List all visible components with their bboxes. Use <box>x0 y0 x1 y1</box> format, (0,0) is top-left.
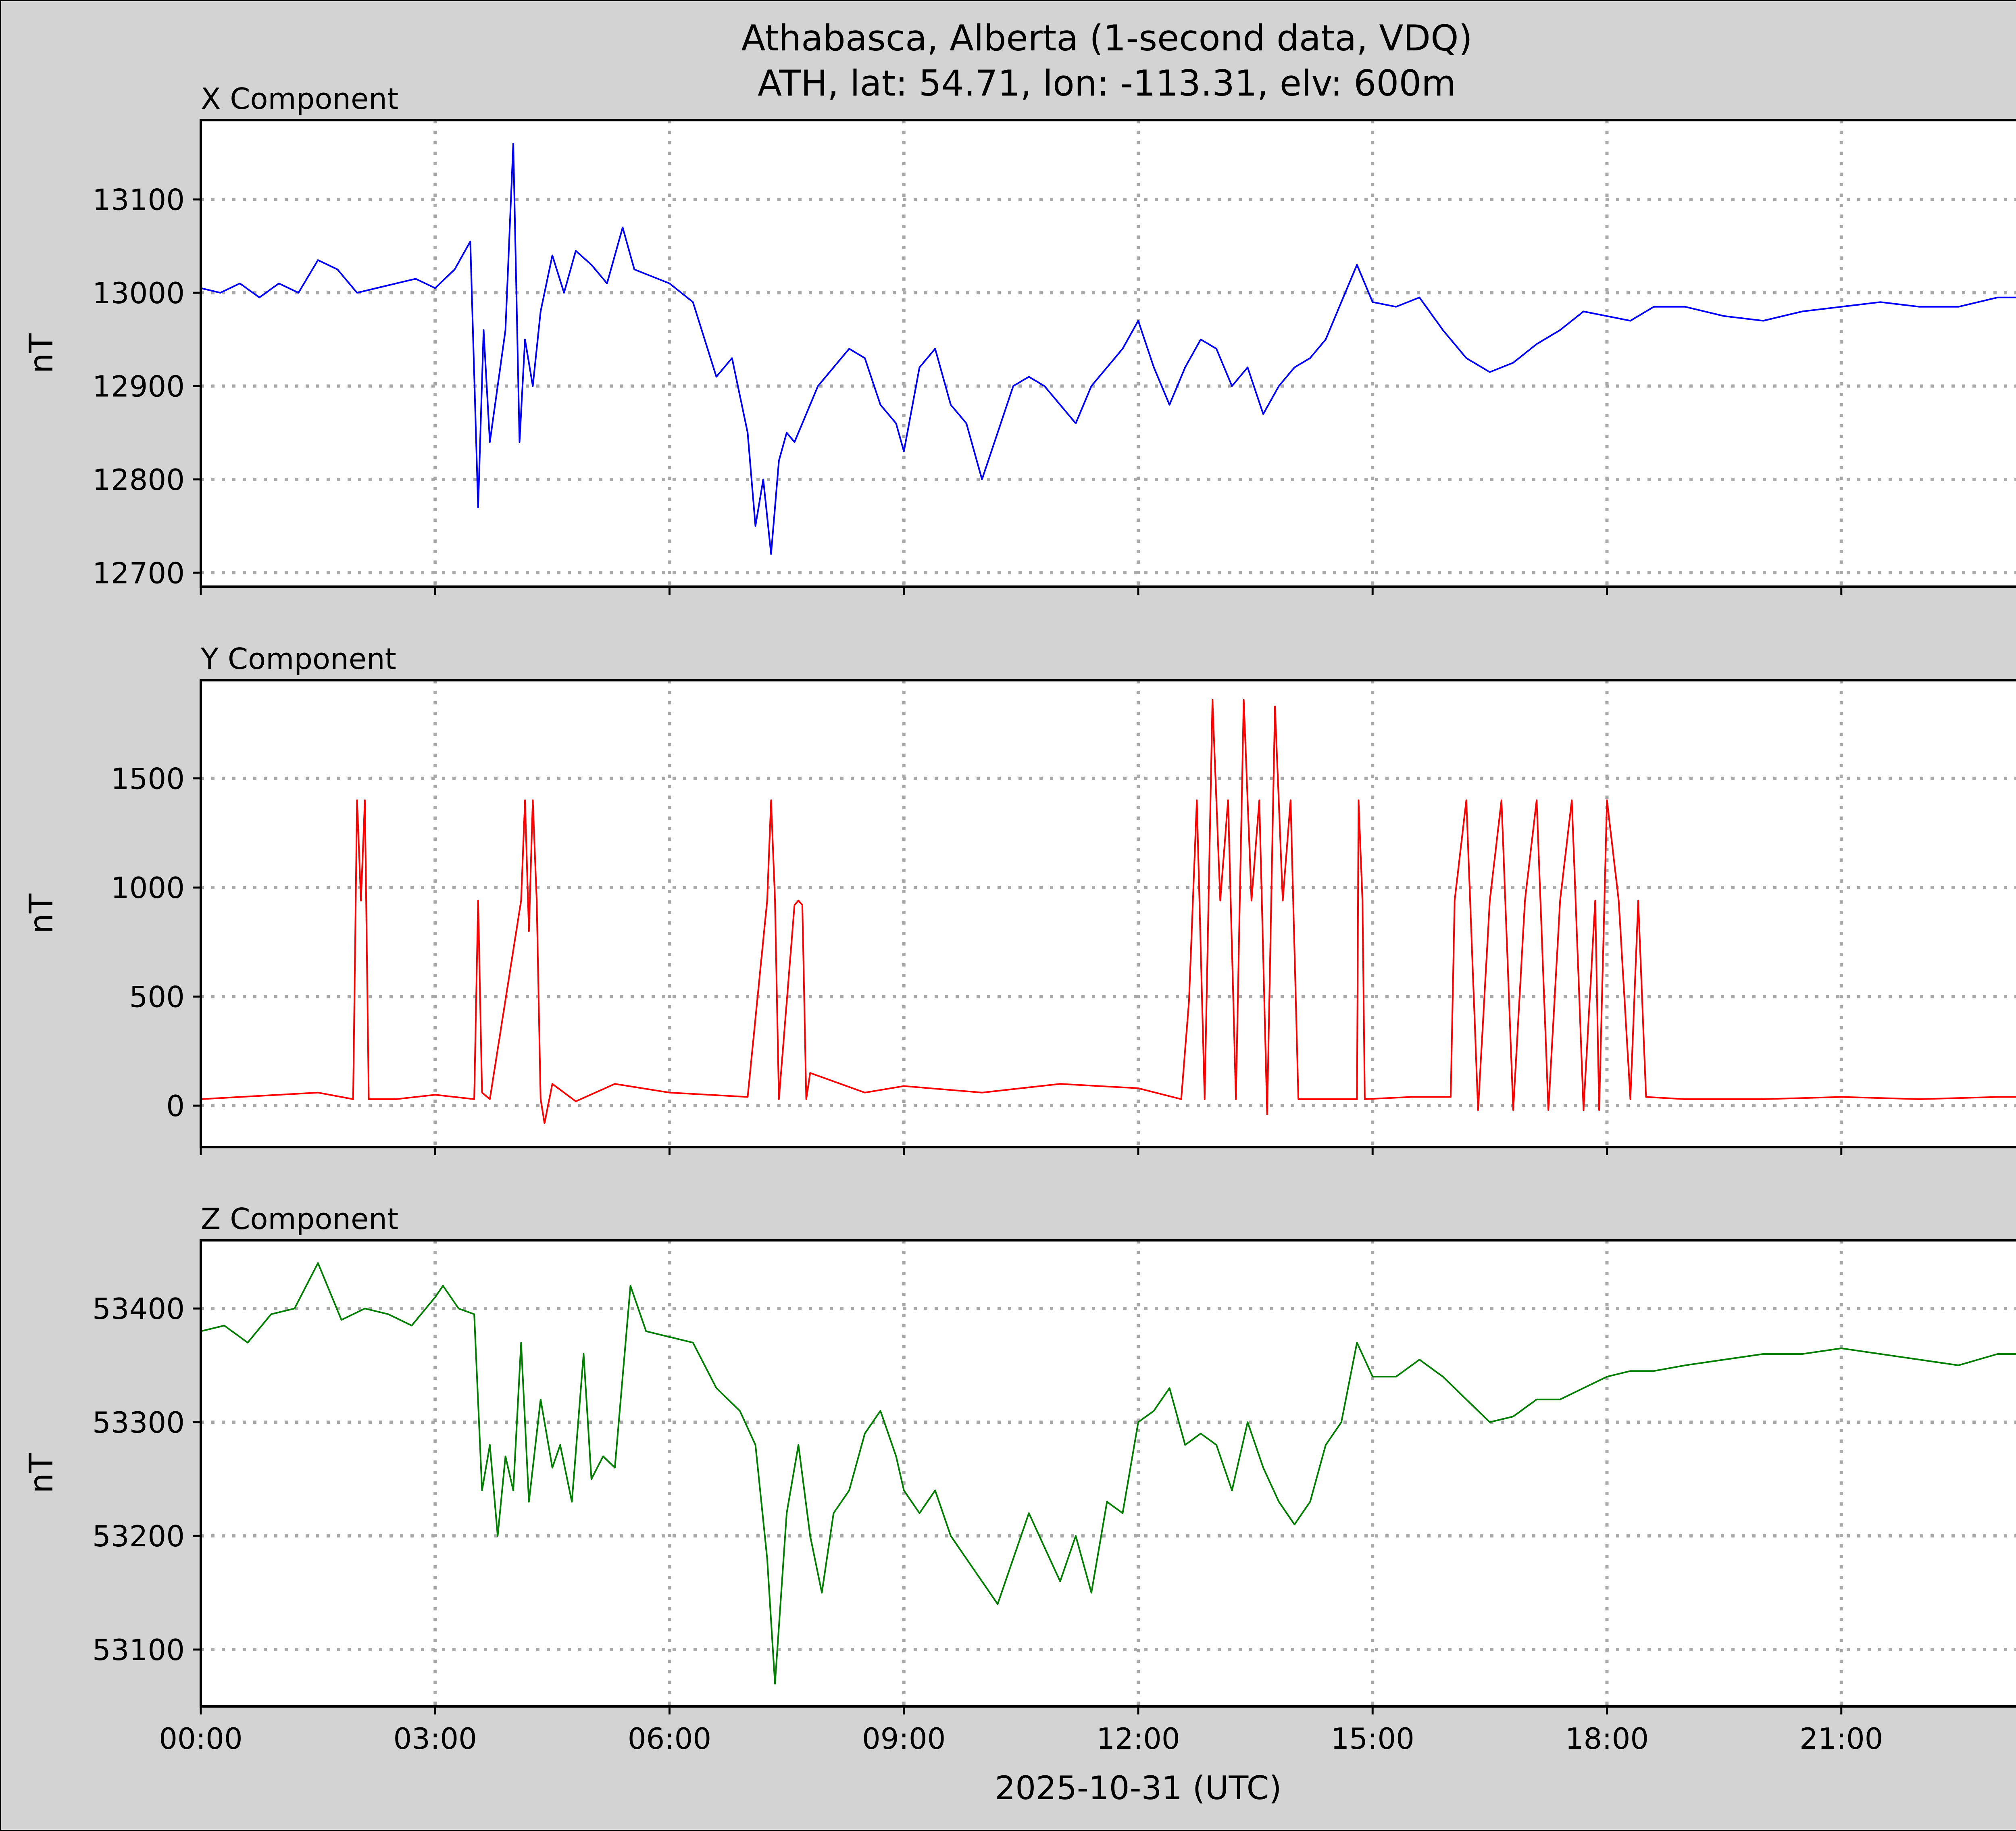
z-component-x-tick-label: 12:00 <box>1096 1722 1180 1756</box>
x-component-axes-frame <box>200 119 2016 588</box>
x-component-y-tick-label: 12700 <box>92 556 185 590</box>
z-component-series-line <box>200 1262 2016 1685</box>
x-component-series-line <box>200 142 2016 555</box>
x-component-y-axis-label: nT <box>23 333 60 374</box>
z-component-x-tick-label: 21:00 <box>1799 1722 1883 1756</box>
z-component-x-tick-label: 03:00 <box>394 1722 477 1756</box>
x-component-y-tick-label: 12900 <box>92 369 185 403</box>
z-component-x-axis-label: 2025-10-31 (UTC) <box>995 1769 1281 1807</box>
z-component-y-axis-label: nT <box>23 1453 60 1494</box>
chart-panels: 12700 12800 12900 13000 13100 X Component nT 0 5… <box>23 82 2016 1807</box>
x-component-title: X Component <box>201 82 398 116</box>
z-component-y-tick-label: 53100 <box>92 1633 185 1667</box>
x-component-y-tick-label: 12800 <box>92 463 185 497</box>
z-component-x-tick-label: 00:00 <box>159 1722 243 1756</box>
x-component-y-tick-label: 13000 <box>92 276 185 310</box>
figure-subtitle: ATH, lat: 54.71, lon: -113.31, elv: 600m <box>758 62 1456 104</box>
y-component-y-tick-label: 500 <box>129 980 185 1014</box>
z-component-y-tick-label: 53300 <box>92 1406 185 1439</box>
z-component-x-tick-label: 15:00 <box>1331 1722 1415 1756</box>
z-component-y-tick-label: 53200 <box>92 1519 185 1553</box>
z-component-title: Z Component <box>201 1202 398 1236</box>
figure-title: Athabasca, Alberta (1-second data, VDQ) <box>741 17 1472 59</box>
y-component-plot-area <box>201 680 2016 1147</box>
z-component-plot-area <box>201 1240 2016 1706</box>
z-component-axes-frame <box>200 1239 2016 1708</box>
z-component-x-tick-label: 06:00 <box>628 1722 712 1756</box>
x-component-y-tick-label: 13100 <box>92 183 185 217</box>
y-component-y-axis-label: nT <box>23 893 60 934</box>
z-component-x-tick-label: 18:00 <box>1565 1722 1649 1756</box>
z-component-x-tick-label: 09:00 <box>862 1722 946 1756</box>
x-component-panel: 12700 12800 12900 13000 13100 X Component nT <box>23 82 2016 595</box>
z-component-y-tick-label: 53400 <box>92 1292 185 1326</box>
y-component-title: Y Component <box>200 642 396 676</box>
y-component-axes-frame <box>200 679 2016 1148</box>
y-component-y-tick-label: 1500 <box>111 762 185 796</box>
y-component-panel: 0 500 1000 1500 Y Component nT <box>23 642 2016 1155</box>
y-component-series-line <box>200 699 2016 1124</box>
y-component-y-tick-label: 0 <box>166 1089 185 1123</box>
z-component-panel: 00:00 03:00 06:00 09:00 12:00 15:00 18:00 21:00… <box>23 1202 2016 1807</box>
y-component-y-tick-label: 1000 <box>111 871 185 905</box>
